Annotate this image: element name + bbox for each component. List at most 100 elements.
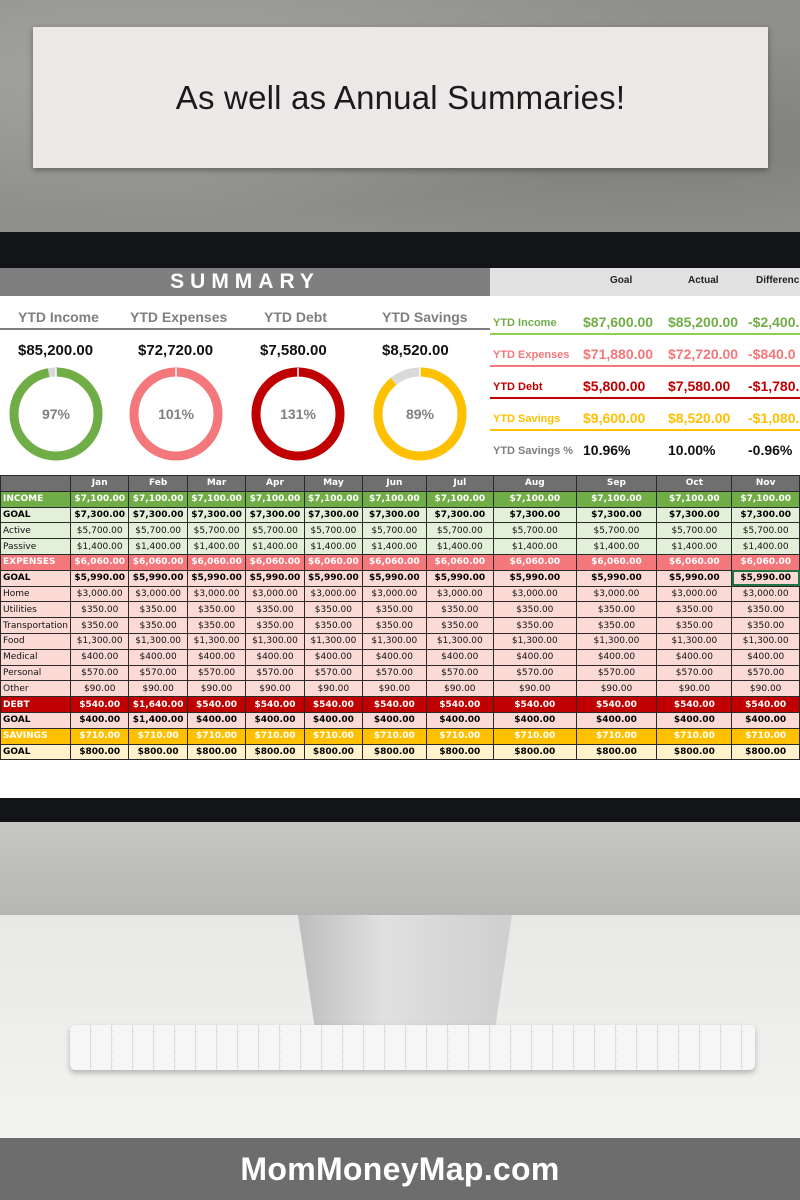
- table-cell[interactable]: $3,000.00: [656, 585, 733, 603]
- table-cell[interactable]: $400.00: [186, 648, 247, 666]
- table-cell[interactable]: $3,000.00: [362, 585, 427, 603]
- table-cell[interactable]: $5,990.00: [575, 569, 658, 587]
- row-label[interactable]: Other: [0, 680, 71, 698]
- table-cell[interactable]: $5,990.00: [425, 569, 495, 587]
- table-cell[interactable]: $800.00: [245, 743, 305, 761]
- table-cell[interactable]: $400.00: [245, 711, 305, 729]
- table-cell[interactable]: $540.00: [303, 696, 364, 713]
- table-cell[interactable]: $1,300.00: [493, 632, 577, 650]
- table-cell[interactable]: $7,300.00: [656, 506, 733, 524]
- table-cell[interactable]: $800.00: [493, 743, 577, 761]
- table-cell[interactable]: $570.00: [69, 664, 130, 682]
- table-cell[interactable]: $3,000.00: [303, 585, 364, 603]
- table-cell[interactable]: $90.00: [362, 680, 427, 698]
- table-cell[interactable]: $350.00: [245, 601, 305, 619]
- table-cell[interactable]: $350.00: [245, 617, 305, 634]
- table-cell[interactable]: $1,300.00: [425, 632, 495, 650]
- table-cell[interactable]: $3,000.00: [245, 585, 305, 603]
- table-cell[interactable]: $400.00: [493, 711, 577, 729]
- table-cell[interactable]: $400.00: [303, 648, 364, 666]
- row-label[interactable]: DEBT: [0, 696, 71, 713]
- table-cell[interactable]: $1,300.00: [128, 632, 188, 650]
- table-cell[interactable]: $5,990.00: [69, 569, 130, 587]
- table-cell[interactable]: $350.00: [303, 617, 364, 634]
- table-cell[interactable]: $7,100.00: [186, 490, 247, 508]
- table-cell[interactable]: $350.00: [69, 617, 130, 634]
- table-cell[interactable]: $400.00: [425, 648, 495, 666]
- row-label[interactable]: GOAL: [0, 569, 71, 587]
- table-cell[interactable]: $6,060.00: [425, 553, 495, 571]
- table-cell[interactable]: $400.00: [575, 711, 658, 729]
- table-cell[interactable]: $5,990.00: [245, 569, 305, 587]
- table-cell[interactable]: $7,300.00: [425, 506, 495, 524]
- table-cell[interactable]: $1,400.00: [69, 538, 130, 555]
- row-label[interactable]: Personal: [0, 664, 71, 682]
- table-cell[interactable]: $7,300.00: [303, 506, 364, 524]
- table-cell[interactable]: $1,300.00: [303, 632, 364, 650]
- table-cell[interactable]: $1,400.00: [425, 538, 495, 555]
- row-label[interactable]: Medical: [0, 648, 71, 666]
- table-cell[interactable]: $5,700.00: [362, 522, 427, 540]
- table-cell[interactable]: $90.00: [245, 680, 305, 698]
- table-cell[interactable]: $5,990.00: [731, 569, 800, 587]
- table-cell[interactable]: $400.00: [493, 648, 577, 666]
- table-cell[interactable]: $540.00: [69, 696, 130, 713]
- table-cell[interactable]: $350.00: [656, 601, 733, 619]
- table-cell[interactable]: $540.00: [575, 696, 658, 713]
- month-header[interactable]: Oct: [656, 475, 733, 492]
- table-cell[interactable]: $1,300.00: [575, 632, 658, 650]
- table-cell[interactable]: $1,300.00: [362, 632, 427, 650]
- row-label[interactable]: GOAL: [0, 711, 71, 729]
- table-cell[interactable]: $7,100.00: [362, 490, 427, 508]
- table-cell[interactable]: $1,640.00: [128, 696, 188, 713]
- month-header[interactable]: Jun: [362, 475, 427, 492]
- table-cell[interactable]: $5,700.00: [128, 522, 188, 540]
- table-cell[interactable]: $5,990.00: [362, 569, 427, 587]
- table-cell[interactable]: $6,060.00: [186, 553, 247, 571]
- table-cell[interactable]: $350.00: [303, 601, 364, 619]
- table-cell[interactable]: $5,990.00: [493, 569, 577, 587]
- table-cell[interactable]: $90.00: [575, 680, 658, 698]
- table-cell[interactable]: $570.00: [128, 664, 188, 682]
- table-cell[interactable]: $540.00: [731, 696, 800, 713]
- table-cell[interactable]: $400.00: [731, 711, 800, 729]
- table-cell[interactable]: $3,000.00: [575, 585, 658, 603]
- table-cell[interactable]: $6,060.00: [303, 553, 364, 571]
- table-cell[interactable]: $6,060.00: [493, 553, 577, 571]
- row-label[interactable]: GOAL: [0, 506, 71, 524]
- table-cell[interactable]: $6,060.00: [656, 553, 733, 571]
- table-cell[interactable]: $90.00: [656, 680, 733, 698]
- table-cell[interactable]: $90.00: [303, 680, 364, 698]
- table-cell[interactable]: $350.00: [362, 601, 427, 619]
- table-cell[interactable]: $7,100.00: [245, 490, 305, 508]
- table-cell[interactable]: $7,300.00: [362, 506, 427, 524]
- table-cell[interactable]: $710.00: [731, 727, 800, 745]
- table-cell[interactable]: $400.00: [575, 648, 658, 666]
- row-label[interactable]: Food: [0, 632, 71, 650]
- table-cell[interactable]: $5,700.00: [575, 522, 658, 540]
- table-cell[interactable]: $7,100.00: [493, 490, 577, 508]
- table-cell[interactable]: $5,990.00: [656, 569, 733, 587]
- table-cell[interactable]: $570.00: [186, 664, 247, 682]
- table-cell[interactable]: $1,300.00: [186, 632, 247, 650]
- table-cell[interactable]: $350.00: [425, 601, 495, 619]
- table-cell[interactable]: $1,400.00: [128, 711, 188, 729]
- month-header[interactable]: Jul: [425, 475, 495, 492]
- table-cell[interactable]: $540.00: [245, 696, 305, 713]
- table-cell[interactable]: $540.00: [362, 696, 427, 713]
- table-cell[interactable]: $400.00: [303, 711, 364, 729]
- table-cell[interactable]: $350.00: [425, 617, 495, 634]
- table-cell[interactable]: $800.00: [575, 743, 658, 761]
- table-cell[interactable]: $400.00: [128, 648, 188, 666]
- table-cell[interactable]: $540.00: [493, 696, 577, 713]
- month-header[interactable]: Aug: [493, 475, 577, 492]
- table-cell[interactable]: $5,700.00: [493, 522, 577, 540]
- row-label[interactable]: GOAL: [0, 743, 71, 761]
- table-cell[interactable]: $570.00: [656, 664, 733, 682]
- month-header[interactable]: Nov: [731, 475, 800, 492]
- table-cell[interactable]: $7,100.00: [575, 490, 658, 508]
- table-cell[interactable]: $90.00: [493, 680, 577, 698]
- month-header[interactable]: May: [303, 475, 364, 492]
- table-cell[interactable]: $7,300.00: [575, 506, 658, 524]
- table-cell[interactable]: $7,100.00: [69, 490, 130, 508]
